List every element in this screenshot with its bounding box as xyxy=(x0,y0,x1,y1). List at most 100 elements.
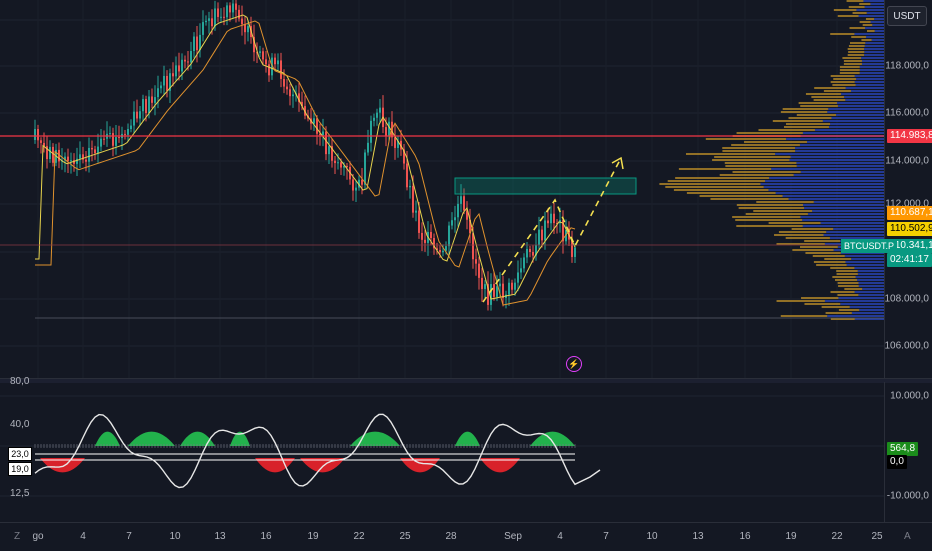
price-tick: 116.000,0 xyxy=(885,107,929,119)
candle-body xyxy=(484,284,486,289)
volume-profile-bar xyxy=(854,291,884,293)
price-chart[interactable] xyxy=(0,0,884,378)
oscillator-axis[interactable]: 10.000,0 -10.000,0 xyxy=(884,382,932,522)
time-tick: 19 xyxy=(785,531,797,542)
volume-profile-bar xyxy=(861,60,884,62)
volume-profile-bar xyxy=(831,117,884,119)
candle-body xyxy=(403,149,405,164)
volume-profile-bar xyxy=(862,24,873,26)
zoom-toggle[interactable]: Z xyxy=(14,531,21,542)
price-tick: 108.000,0 xyxy=(884,293,930,305)
candle-body xyxy=(145,99,147,114)
candle-body xyxy=(439,250,441,253)
candle-body xyxy=(328,146,330,155)
candle-body xyxy=(70,160,72,162)
volume-profile-bar xyxy=(803,204,884,206)
volume-profile-bar xyxy=(830,318,855,320)
countdown-tag: 02:41:17 xyxy=(887,253,932,267)
volume-profile-bar xyxy=(775,192,884,194)
time-tick: Sep xyxy=(504,531,522,542)
volume-profile-bar xyxy=(827,111,884,113)
candle-body xyxy=(556,223,558,225)
volume-profile-bar xyxy=(851,258,884,260)
candle-body xyxy=(301,101,303,107)
volume-profile-bar xyxy=(858,282,884,284)
candle-body xyxy=(40,140,42,143)
candle-body xyxy=(532,252,534,256)
volume-profile-bar xyxy=(800,216,884,218)
time-tick: 13 xyxy=(214,531,226,542)
volume-profile-bar xyxy=(769,177,884,179)
volume-profile-bar xyxy=(847,48,865,50)
volume-profile-bar xyxy=(857,273,884,275)
volume-profile-bar xyxy=(805,252,841,254)
candle-body xyxy=(322,131,324,136)
osc-negative-area xyxy=(40,458,85,473)
candle-body xyxy=(91,147,93,150)
lightning-icon[interactable]: ⚡ xyxy=(566,356,582,372)
volume-profile-bar xyxy=(859,69,884,71)
candle-body xyxy=(430,231,432,239)
candle-body xyxy=(343,166,345,168)
volume-profile-bar xyxy=(865,27,884,29)
candle-body xyxy=(337,162,339,164)
volume-profile-bar xyxy=(722,147,796,149)
volume-profile-bar xyxy=(710,198,789,200)
auto-scale-toggle[interactable]: A xyxy=(904,531,911,542)
candle-body xyxy=(157,88,159,98)
candle-body xyxy=(142,99,144,112)
currency-button[interactable]: USDT xyxy=(887,6,927,26)
candle-body xyxy=(535,245,537,256)
volume-profile-bar xyxy=(838,285,859,287)
time-tick: go xyxy=(32,531,44,542)
candle-body xyxy=(232,3,234,13)
volume-profile-bar xyxy=(846,0,864,2)
volume-profile-bar xyxy=(735,219,803,221)
volume-profile-bar xyxy=(857,270,884,272)
candle-body xyxy=(520,268,522,273)
candle-body xyxy=(205,20,207,23)
volume-profile-bar xyxy=(858,294,884,296)
volume-profile-bar xyxy=(823,234,884,236)
candle-body xyxy=(385,127,387,137)
candle-body xyxy=(448,225,450,247)
volume-profile-bar xyxy=(871,39,884,41)
candle-body xyxy=(94,149,96,154)
volume-profile-bar xyxy=(836,273,858,275)
volume-profile-bar xyxy=(768,189,884,191)
volume-profile-bar xyxy=(842,57,862,59)
volume-profile-bar xyxy=(828,108,884,110)
volume-profile-bar xyxy=(699,195,783,197)
candle-body xyxy=(334,160,336,164)
pane-separator[interactable] xyxy=(0,378,932,383)
candle-body xyxy=(244,24,246,33)
candle-body xyxy=(64,156,66,161)
candle-body xyxy=(346,166,348,168)
volume-profile-bar xyxy=(804,303,841,305)
volume-profile-bar xyxy=(825,312,852,314)
candle-body xyxy=(49,146,51,160)
volume-profile-bar xyxy=(851,36,866,38)
candle-body xyxy=(175,65,177,77)
volume-profile-bar xyxy=(864,51,884,53)
oscillator-chart[interactable] xyxy=(0,382,884,522)
candle-body xyxy=(493,284,495,297)
volume-profile-bar xyxy=(856,9,884,11)
volume-profile-bar xyxy=(837,282,859,284)
candle-body xyxy=(58,149,60,162)
volume-profile-bar xyxy=(763,186,884,188)
candle-body xyxy=(196,36,198,51)
time-axis[interactable]: Z go 4 7 10 13 16 19 22 25 28 Sep 4 7 10… xyxy=(0,522,932,551)
volume-profile-bar xyxy=(736,225,803,227)
projection-arrow xyxy=(611,156,624,170)
price-axis[interactable]: 118.000,0 116.000,0 114.000,0 112.000,0 … xyxy=(884,0,932,378)
candle-body xyxy=(220,16,222,18)
volume-profile-bar xyxy=(780,111,828,113)
volume-profile-bar xyxy=(864,6,884,8)
candle-body xyxy=(208,18,210,21)
volume-profile-bar xyxy=(858,285,884,287)
osc-positive-area xyxy=(95,431,120,446)
candle-body xyxy=(187,61,189,63)
volume-profile-bar xyxy=(745,213,808,215)
osc-level-box-upper: 23,0 xyxy=(8,447,32,461)
